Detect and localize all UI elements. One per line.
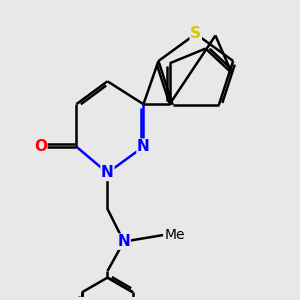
Text: N: N — [101, 165, 114, 180]
Text: Me: Me — [165, 228, 185, 242]
Text: N: N — [137, 139, 150, 154]
Text: O: O — [34, 139, 47, 154]
Text: S: S — [190, 26, 201, 41]
Text: N: N — [118, 234, 130, 249]
